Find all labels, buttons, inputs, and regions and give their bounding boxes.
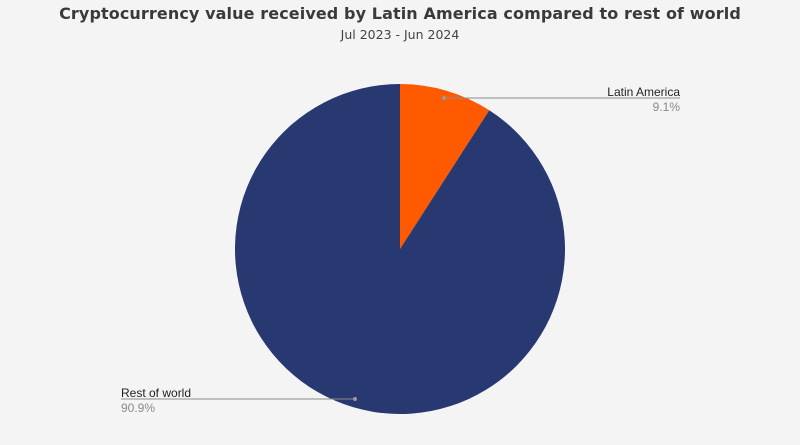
slice-value-latin-america: 9.1% [653,100,681,114]
slice-label-latin-america: Latin America [607,85,680,99]
leader-dot-rest-of-world [353,397,357,401]
slice-value-rest-of-world: 90.9% [121,401,155,415]
chart-subtitle: Jul 2023 - Jun 2024 [340,27,460,42]
leader-dot-latin-america [442,96,446,100]
pie-slice-latin-america [400,84,490,249]
chart-title: Cryptocurrency value received by Latin A… [59,4,741,23]
pie-slice-rest-of-world [234,84,565,415]
slice-label-rest-of-world: Rest of world [121,386,191,400]
